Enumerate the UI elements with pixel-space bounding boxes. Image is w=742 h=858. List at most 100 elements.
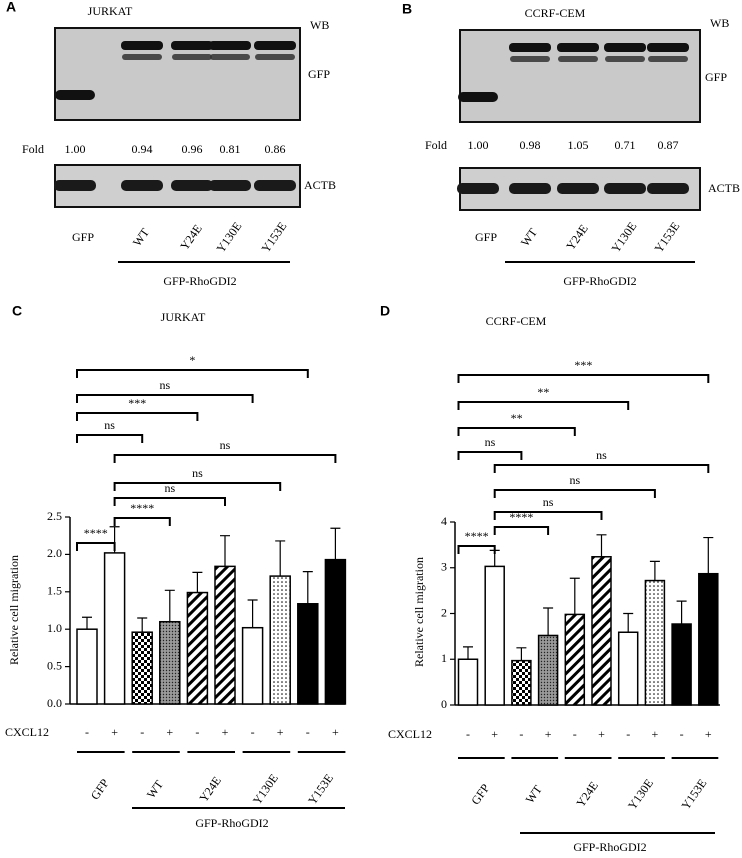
bar xyxy=(103,552,126,705)
x-tick-label: + xyxy=(598,727,605,741)
lane-label: GFP xyxy=(475,230,497,244)
significance-label: **** xyxy=(465,529,489,543)
significance-bracket xyxy=(457,427,576,436)
blot-band xyxy=(171,41,213,50)
bar xyxy=(241,626,264,705)
blot-band xyxy=(55,90,95,100)
y-tick-label: 4 xyxy=(441,514,447,528)
group-label: Y24E xyxy=(573,779,601,810)
significance-bracket xyxy=(76,412,199,421)
group-label: Y24E xyxy=(196,774,224,805)
lane-label: GFP xyxy=(72,230,94,244)
group-label: GFP xyxy=(468,781,492,807)
panel-letter: B xyxy=(402,1,412,17)
error-bar xyxy=(463,646,473,660)
y-axis-label: Relative cell migration xyxy=(7,555,21,665)
group-label: Y153E xyxy=(305,771,336,807)
error-bar xyxy=(247,599,258,628)
bar xyxy=(537,634,559,706)
significance-bracket xyxy=(76,394,254,403)
y-tick-label: 1.0 xyxy=(47,621,62,635)
fold-value: 1.05 xyxy=(568,138,589,152)
x-tick-label: + xyxy=(705,727,712,741)
x-tick-label: + xyxy=(545,727,552,741)
group-title: GFP-RhoGDI2 xyxy=(573,840,646,854)
group-label: WT xyxy=(523,782,546,806)
bar xyxy=(591,556,612,706)
lane-label: Y130E xyxy=(608,219,639,255)
x-tick-label: + xyxy=(166,725,173,739)
significance-bracket xyxy=(76,369,309,378)
significance-label: ns xyxy=(485,435,496,449)
x-tick-label: - xyxy=(519,727,523,741)
blot-band xyxy=(172,54,212,60)
group-title: GFP-RhoGDI2 xyxy=(195,816,268,830)
group-label: Y130E xyxy=(625,776,656,812)
blot-band xyxy=(458,92,498,102)
significance-label: ns xyxy=(220,438,231,452)
significance-label: ns xyxy=(104,418,115,432)
error-bar xyxy=(623,612,634,633)
x-tick-label: - xyxy=(306,725,310,739)
chart-title: JURKAT xyxy=(161,310,206,324)
lane-label: WT xyxy=(130,225,153,249)
blot-band xyxy=(122,54,162,60)
fold-value: 0.81 xyxy=(220,142,241,156)
lane-label: WT xyxy=(518,225,541,249)
actb-band xyxy=(509,183,551,194)
fold-value: 0.96 xyxy=(182,142,203,156)
significance-label: ns xyxy=(192,466,203,480)
actb-band xyxy=(209,180,251,191)
significance-label: *** xyxy=(128,396,146,410)
significance-bracket xyxy=(493,489,656,498)
significance-label: **** xyxy=(130,501,154,515)
group-label: GFP xyxy=(88,776,112,802)
significance-label: *** xyxy=(574,358,592,372)
y-tick-label: 0 xyxy=(441,697,447,711)
x-tick-label: - xyxy=(680,727,684,741)
x-tick-label: + xyxy=(222,725,229,739)
actb-band xyxy=(121,180,163,191)
loading-label: ACTB xyxy=(708,181,740,195)
significance-label: ns xyxy=(596,448,607,462)
x-tick-label: + xyxy=(491,727,498,741)
lane-label: Y153E xyxy=(258,219,289,255)
y-tick-label: 2.0 xyxy=(47,546,62,560)
error-bar xyxy=(569,577,580,615)
wb-label: WB xyxy=(310,18,329,32)
fold-value: 1.00 xyxy=(468,138,489,152)
significance-label: * xyxy=(189,353,195,367)
fold-value: 0.71 xyxy=(615,138,636,152)
lane-label: Y153E xyxy=(651,219,682,255)
y-axis-label: Relative cell migration xyxy=(412,557,426,667)
blot-band xyxy=(209,41,251,50)
significance-label: ns xyxy=(569,473,580,487)
error-bar xyxy=(703,536,714,574)
error-bar xyxy=(164,589,175,622)
bar xyxy=(644,579,666,706)
error-bar xyxy=(220,535,230,567)
blot-band xyxy=(254,41,296,50)
blot-title: CCRF-CEM xyxy=(525,6,586,20)
x-tick-label: - xyxy=(573,727,577,741)
lane-label: Y24E xyxy=(563,222,591,253)
significance-bracket xyxy=(493,511,603,520)
fold-label: Fold xyxy=(425,138,447,152)
y-tick-label: 1 xyxy=(441,651,447,665)
actb-band xyxy=(171,180,213,191)
significance-bracket xyxy=(457,451,523,460)
significance-bracket xyxy=(457,374,710,383)
y-tick-label: 0.5 xyxy=(47,658,62,672)
row-label: CXCL12 xyxy=(5,725,49,739)
significance-bracket xyxy=(113,482,282,491)
error-bar xyxy=(302,571,313,604)
actb-band xyxy=(647,183,689,194)
bar xyxy=(324,558,347,705)
error-bar xyxy=(516,647,527,661)
significance-bracket xyxy=(76,434,144,443)
significance-bracket xyxy=(457,545,496,554)
error-bar xyxy=(543,607,554,636)
x-tick-label: + xyxy=(277,725,284,739)
blot-band xyxy=(509,43,551,52)
